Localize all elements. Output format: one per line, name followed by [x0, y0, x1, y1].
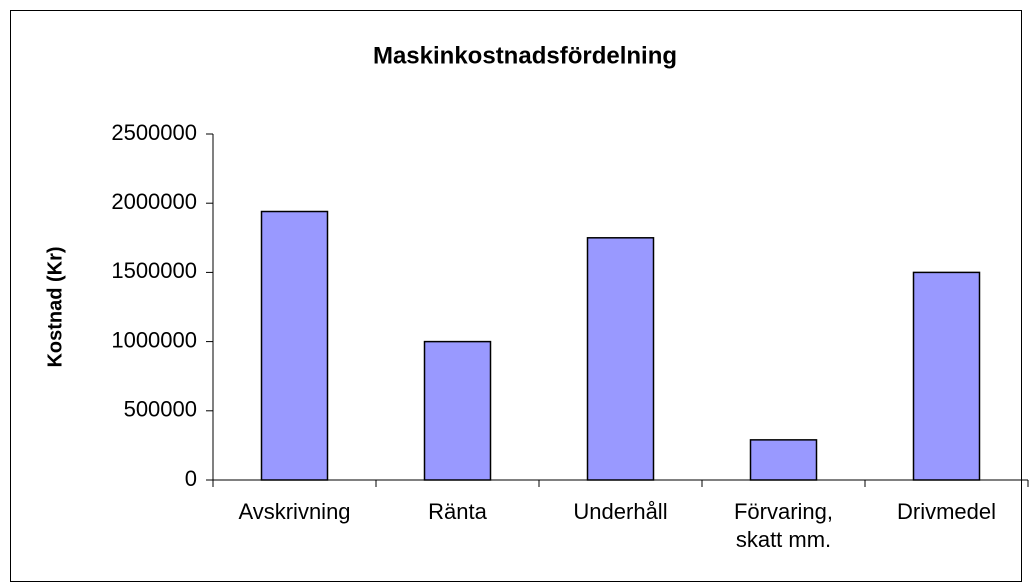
y-tick-label: 0: [185, 466, 197, 491]
x-tick-label: Ränta: [428, 499, 487, 524]
y-tick-label: 500000: [124, 397, 197, 422]
bar: [912, 271, 981, 481]
chart-title: Maskinkostnadsfördelning: [373, 42, 677, 69]
chart-border: [10, 10, 1022, 582]
bar: [260, 210, 329, 481]
x-tick-label: Underhåll: [573, 499, 668, 524]
y-tick-label: 1500000: [111, 258, 197, 283]
x-tick-label: Drivmedel: [896, 499, 997, 524]
y-axis-label: Kostnad (Kr): [44, 246, 66, 367]
x-tick-label: Avskrivning: [238, 499, 351, 524]
y-tick-label: 2500000: [111, 120, 197, 145]
bar: [586, 237, 655, 481]
y-tick-label: 1000000: [111, 327, 197, 352]
y-tick-label: 2000000: [111, 189, 197, 214]
bar: [423, 340, 492, 481]
x-tick-label: Förvaring, skatt mm.: [733, 499, 834, 552]
bar: [749, 439, 818, 481]
